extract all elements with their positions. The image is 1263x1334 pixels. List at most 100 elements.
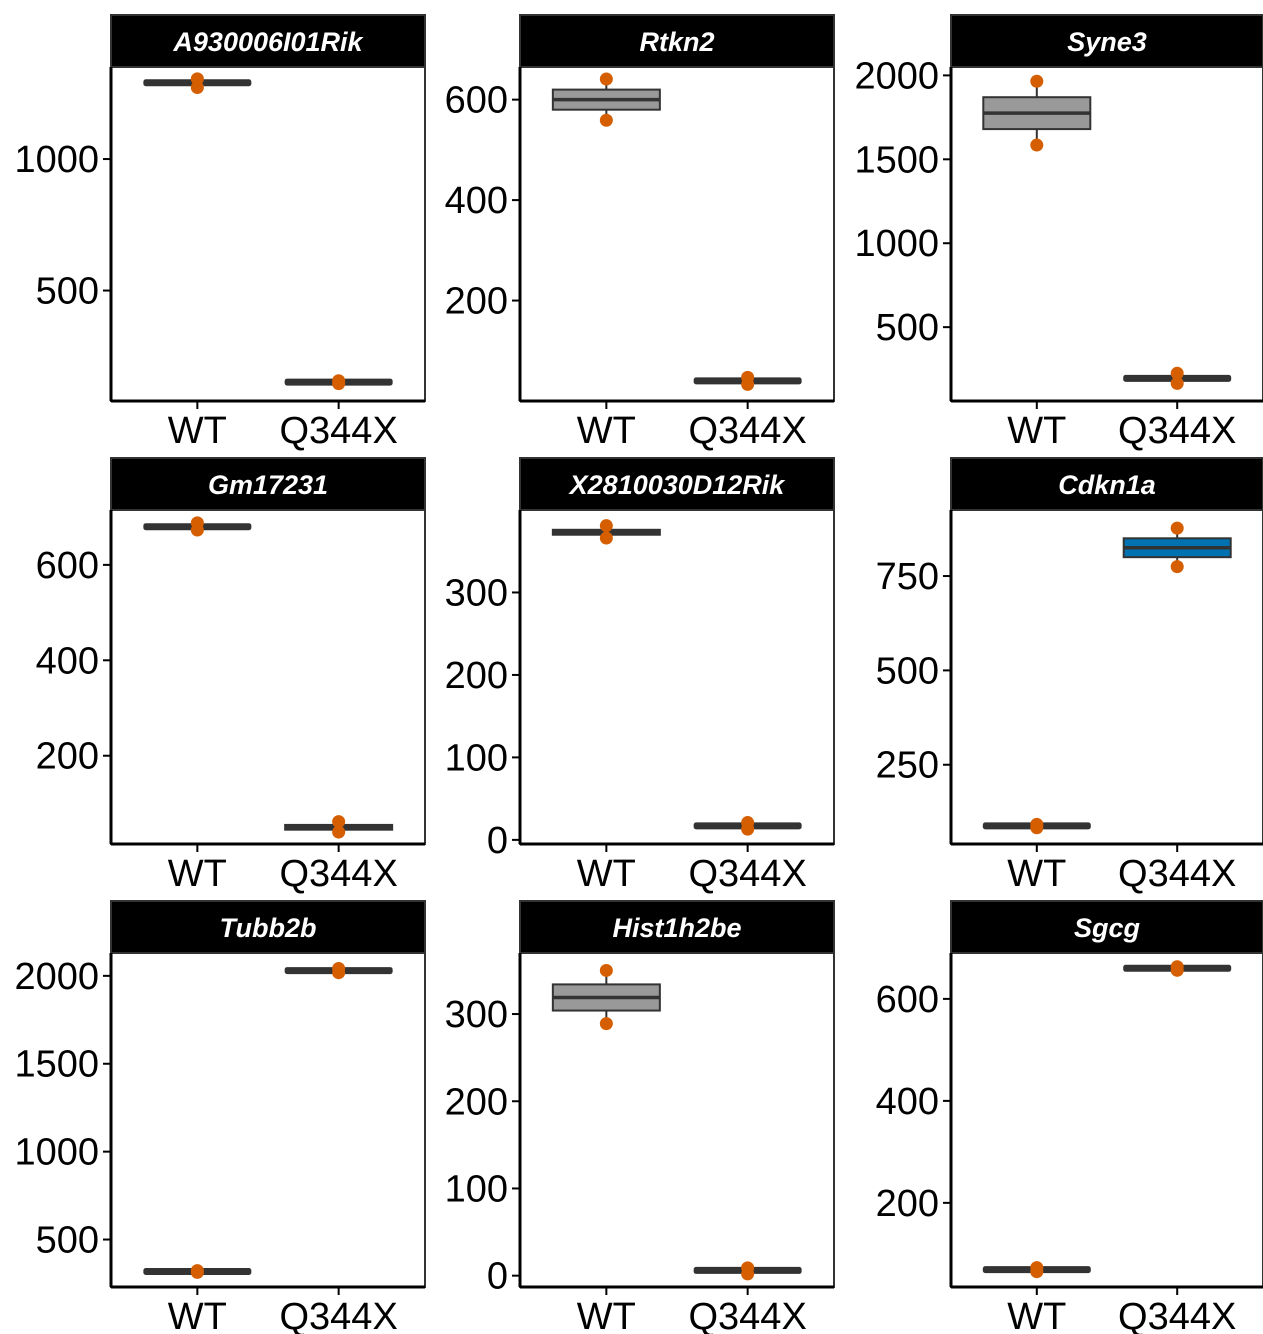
panel-border [519,509,835,845]
data-point [741,1261,755,1275]
y-tick-label: 600 [36,545,99,587]
y-tick-label: 0 [487,820,508,862]
data-point [741,816,755,830]
facet-title: Gm17231 [208,470,328,500]
y-tick-label: 500 [876,650,939,692]
panel-border [519,66,835,402]
data-point [741,370,755,384]
facet-panel: A930006I01Rik 500 1000 WT Q344X [14,14,426,452]
facet-title: Hist1h2be [612,913,741,943]
y-tick-label: 500 [36,1220,99,1262]
facet-title: X2810030D12Rik [568,470,787,500]
x-tick-label: WT [168,410,227,452]
facet-strip [950,900,1263,954]
data-point [1170,376,1184,390]
y-tick-label: 1000 [14,139,99,181]
y-tick-label: 500 [876,307,939,349]
panel-border [950,509,1263,845]
y-tick-label: 200 [445,281,508,323]
data-point [1170,366,1184,380]
y-tick-label: 400 [876,1081,939,1123]
y-tick-label: 300 [445,994,508,1036]
y-tick-label: 1000 [14,1132,99,1174]
y-tick-label: 500 [36,271,99,313]
panel-border [110,509,426,845]
facet-strip [110,900,426,954]
facet-panel: Gm17231 200 400 600 WT Q344X [36,457,426,895]
facet-strip [110,14,426,68]
x-tick-label: Q344X [279,1296,397,1334]
y-tick-label: 1500 [854,139,939,181]
x-tick-label: Q344X [688,853,806,895]
y-tick-label: 400 [36,640,99,682]
x-tick-label: Q344X [1118,410,1236,452]
facet-panel: Syne3 500 1000 1500 2000 WT Q344X [854,14,1263,452]
y-tick-label: 1000 [854,223,939,265]
y-tick-label: 600 [876,979,939,1021]
y-tick-label: 2000 [854,55,939,97]
facet-strip [110,457,426,511]
data-point [1030,138,1044,152]
y-tick-label: 400 [445,180,508,222]
data-point [332,815,346,829]
data-point [190,1264,204,1278]
panel-border [110,952,426,1288]
x-tick-label: WT [1007,410,1066,452]
x-tick-label: WT [168,853,227,895]
panel-border [110,66,426,402]
y-tick-label: 250 [876,745,939,787]
y-tick-label: 100 [445,1168,508,1210]
facet-strip [519,14,835,68]
facet-title: Tubb2b [220,913,317,943]
facet-title: Syne3 [1067,27,1147,57]
data-point [332,961,346,975]
y-tick-label: 1500 [14,1044,99,1086]
facet-panel: X2810030D12Rik 0 100 200 300 WT Q344X [445,457,835,895]
data-point [1170,560,1184,574]
x-tick-label: Q344X [279,853,397,895]
data-point [599,1017,613,1031]
facet-title: A930006I01Rik [172,27,364,57]
y-tick-label: 200 [445,655,508,697]
x-tick-label: WT [577,1296,636,1334]
facet-strip [950,14,1263,68]
y-tick-label: 200 [876,1183,939,1225]
y-tick-label: 2000 [14,956,99,998]
facet-panel: Hist1h2be 0 100 200 300 WT Q344X [445,900,835,1334]
data-point [1030,1261,1044,1275]
y-tick-label: 200 [445,1081,508,1123]
y-tick-label: 100 [445,737,508,779]
facet-title: Rtkn2 [639,27,714,57]
facet-strip [950,457,1263,511]
facet-panel: Cdkn1a 250 750 500 WT Q344X [876,457,1263,895]
data-point [599,531,613,545]
x-tick-label: WT [168,1296,227,1334]
data-point [599,963,613,977]
y-tick-label: 200 [36,736,99,778]
data-point [599,113,613,127]
x-tick-label: WT [1007,1296,1066,1334]
x-tick-label: Q344X [279,410,397,452]
x-tick-label: WT [577,410,636,452]
facet-title: Cdkn1a [1058,470,1156,500]
data-point [1170,521,1184,535]
data-point [1030,74,1044,88]
facet-strip [519,900,835,954]
x-tick-label: Q344X [688,1296,806,1334]
data-point [332,825,346,839]
facet-panel: Sgcg 200 400 600 WT Q344X [876,900,1263,1334]
y-tick-label: 300 [445,572,508,614]
data-point [190,72,204,86]
data-point [332,374,346,388]
x-tick-label: Q344X [1118,853,1236,895]
data-point [1170,960,1184,974]
y-tick-label: 600 [445,80,508,122]
data-point [190,516,204,530]
x-tick-label: Q344X [1118,1296,1236,1334]
facet-panel: Rtkn2 200 400 600 WT Q344X [445,14,835,452]
x-tick-label: Q344X [688,410,806,452]
x-tick-label: WT [577,853,636,895]
data-point [1030,817,1044,831]
y-tick-label: 0 [487,1256,508,1298]
